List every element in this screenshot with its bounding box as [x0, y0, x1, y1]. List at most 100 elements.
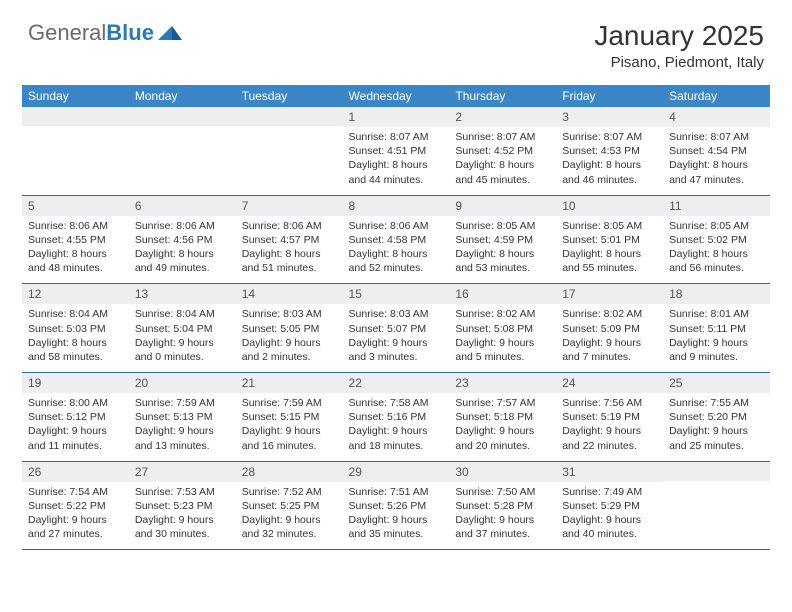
title-block: January 2025 Pisano, Piedmont, Italy: [594, 20, 764, 71]
day-number: 18: [663, 284, 770, 304]
day-number: 12: [22, 284, 129, 304]
day-number: 26: [22, 462, 129, 482]
day-body: Sunrise: 7:57 AMSunset: 5:18 PMDaylight:…: [449, 393, 556, 461]
month-title: January 2025: [594, 20, 764, 52]
day-number-empty: [129, 107, 236, 126]
weekday-header: Thursday: [449, 85, 556, 107]
logo-triangle-icon: [158, 22, 182, 40]
logo-text: GeneralBlue: [28, 20, 154, 46]
day-body: Sunrise: 7:50 AMSunset: 5:28 PMDaylight:…: [449, 482, 556, 550]
weekday-header: Friday: [556, 85, 663, 107]
day-number: 10: [556, 196, 663, 216]
calendar-cell: [129, 107, 236, 195]
day-number: 27: [129, 462, 236, 482]
day-number: 20: [129, 373, 236, 393]
day-number: 24: [556, 373, 663, 393]
day-number: 19: [22, 373, 129, 393]
day-body: Sunrise: 8:07 AMSunset: 4:53 PMDaylight:…: [556, 127, 663, 195]
header: GeneralBlue January 2025 Pisano, Piedmon…: [0, 0, 792, 79]
calendar-cell: [22, 107, 129, 195]
calendar-cell: 9Sunrise: 8:05 AMSunset: 4:59 PMDaylight…: [449, 195, 556, 284]
day-body: Sunrise: 8:03 AMSunset: 5:05 PMDaylight:…: [236, 304, 343, 372]
day-number: 30: [449, 462, 556, 482]
calendar-table: SundayMondayTuesdayWednesdayThursdayFrid…: [22, 85, 770, 550]
calendar-week-row: 5Sunrise: 8:06 AMSunset: 4:55 PMDaylight…: [22, 195, 770, 284]
day-body: Sunrise: 7:51 AMSunset: 5:26 PMDaylight:…: [343, 482, 450, 550]
day-number: 1: [343, 107, 450, 127]
weekday-header: Saturday: [663, 85, 770, 107]
day-body: Sunrise: 7:54 AMSunset: 5:22 PMDaylight:…: [22, 482, 129, 550]
calendar-cell: 10Sunrise: 8:05 AMSunset: 5:01 PMDayligh…: [556, 195, 663, 284]
day-number: 21: [236, 373, 343, 393]
day-body: Sunrise: 7:59 AMSunset: 5:13 PMDaylight:…: [129, 393, 236, 461]
weekday-header-row: SundayMondayTuesdayWednesdayThursdayFrid…: [22, 85, 770, 107]
weekday-header: Wednesday: [343, 85, 450, 107]
day-number: 11: [663, 196, 770, 216]
calendar-cell: 11Sunrise: 8:05 AMSunset: 5:02 PMDayligh…: [663, 195, 770, 284]
calendar-cell: 6Sunrise: 8:06 AMSunset: 4:56 PMDaylight…: [129, 195, 236, 284]
day-number: 22: [343, 373, 450, 393]
day-body: Sunrise: 7:52 AMSunset: 5:25 PMDaylight:…: [236, 482, 343, 550]
calendar-cell: 17Sunrise: 8:02 AMSunset: 5:09 PMDayligh…: [556, 284, 663, 373]
day-body-empty: [129, 126, 236, 184]
day-number: 29: [343, 462, 450, 482]
day-number: 8: [343, 196, 450, 216]
calendar-cell: 3Sunrise: 8:07 AMSunset: 4:53 PMDaylight…: [556, 107, 663, 195]
calendar-cell: 29Sunrise: 7:51 AMSunset: 5:26 PMDayligh…: [343, 461, 450, 550]
day-number-empty: [663, 462, 770, 481]
day-number: 9: [449, 196, 556, 216]
calendar-cell: 13Sunrise: 8:04 AMSunset: 5:04 PMDayligh…: [129, 284, 236, 373]
day-body: Sunrise: 7:59 AMSunset: 5:15 PMDaylight:…: [236, 393, 343, 461]
calendar-cell: 22Sunrise: 7:58 AMSunset: 5:16 PMDayligh…: [343, 373, 450, 462]
day-body: Sunrise: 8:06 AMSunset: 4:58 PMDaylight:…: [343, 216, 450, 284]
day-number: 5: [22, 196, 129, 216]
calendar-cell: 14Sunrise: 8:03 AMSunset: 5:05 PMDayligh…: [236, 284, 343, 373]
calendar-cell: 21Sunrise: 7:59 AMSunset: 5:15 PMDayligh…: [236, 373, 343, 462]
day-body: Sunrise: 8:07 AMSunset: 4:52 PMDaylight:…: [449, 127, 556, 195]
calendar-cell: 30Sunrise: 7:50 AMSunset: 5:28 PMDayligh…: [449, 461, 556, 550]
day-number: 25: [663, 373, 770, 393]
calendar-week-row: 1Sunrise: 8:07 AMSunset: 4:51 PMDaylight…: [22, 107, 770, 195]
day-number: 2: [449, 107, 556, 127]
calendar-cell: [663, 461, 770, 550]
day-number: 31: [556, 462, 663, 482]
calendar-cell: 25Sunrise: 7:55 AMSunset: 5:20 PMDayligh…: [663, 373, 770, 462]
day-body: Sunrise: 7:53 AMSunset: 5:23 PMDaylight:…: [129, 482, 236, 550]
calendar-cell: [236, 107, 343, 195]
day-body: Sunrise: 8:07 AMSunset: 4:51 PMDaylight:…: [343, 127, 450, 195]
day-number: 15: [343, 284, 450, 304]
logo-blue: Blue: [106, 20, 154, 45]
calendar-cell: 16Sunrise: 8:02 AMSunset: 5:08 PMDayligh…: [449, 284, 556, 373]
calendar-cell: 27Sunrise: 7:53 AMSunset: 5:23 PMDayligh…: [129, 461, 236, 550]
day-number: 28: [236, 462, 343, 482]
calendar-cell: 5Sunrise: 8:06 AMSunset: 4:55 PMDaylight…: [22, 195, 129, 284]
location: Pisano, Piedmont, Italy: [594, 54, 764, 71]
day-body: Sunrise: 8:05 AMSunset: 5:01 PMDaylight:…: [556, 216, 663, 284]
calendar-cell: 2Sunrise: 8:07 AMSunset: 4:52 PMDaylight…: [449, 107, 556, 195]
day-number: 13: [129, 284, 236, 304]
day-number: 7: [236, 196, 343, 216]
day-body: Sunrise: 8:04 AMSunset: 5:03 PMDaylight:…: [22, 304, 129, 372]
calendar-week-row: 19Sunrise: 8:00 AMSunset: 5:12 PMDayligh…: [22, 373, 770, 462]
logo-general: General: [28, 20, 106, 45]
day-body: Sunrise: 8:06 AMSunset: 4:56 PMDaylight:…: [129, 216, 236, 284]
day-number: 16: [449, 284, 556, 304]
weekday-header: Sunday: [22, 85, 129, 107]
weekday-header: Monday: [129, 85, 236, 107]
calendar-cell: 31Sunrise: 7:49 AMSunset: 5:29 PMDayligh…: [556, 461, 663, 550]
day-number: 4: [663, 107, 770, 127]
day-body: Sunrise: 8:03 AMSunset: 5:07 PMDaylight:…: [343, 304, 450, 372]
day-body: Sunrise: 8:05 AMSunset: 5:02 PMDaylight:…: [663, 216, 770, 284]
day-number: 23: [449, 373, 556, 393]
day-body-empty: [22, 126, 129, 184]
day-body-empty: [236, 126, 343, 184]
day-body: Sunrise: 7:55 AMSunset: 5:20 PMDaylight:…: [663, 393, 770, 461]
logo: GeneralBlue: [28, 20, 182, 46]
day-body: Sunrise: 8:01 AMSunset: 5:11 PMDaylight:…: [663, 304, 770, 372]
calendar-cell: 24Sunrise: 7:56 AMSunset: 5:19 PMDayligh…: [556, 373, 663, 462]
calendar-body: 1Sunrise: 8:07 AMSunset: 4:51 PMDaylight…: [22, 107, 770, 550]
day-number-empty: [22, 107, 129, 126]
calendar-cell: 8Sunrise: 8:06 AMSunset: 4:58 PMDaylight…: [343, 195, 450, 284]
day-number: 3: [556, 107, 663, 127]
day-body: Sunrise: 8:06 AMSunset: 4:55 PMDaylight:…: [22, 216, 129, 284]
